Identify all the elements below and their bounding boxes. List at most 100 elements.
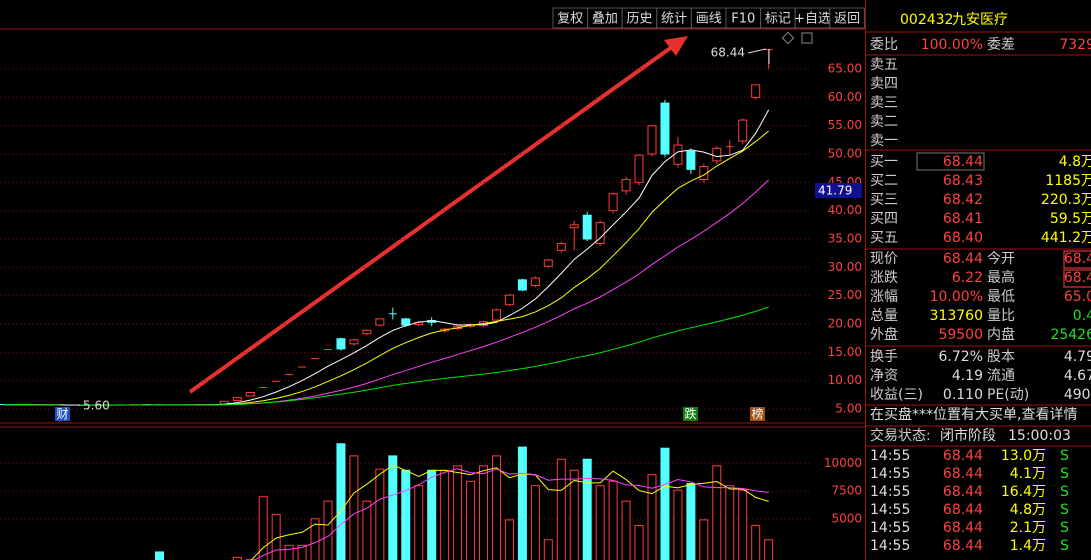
field-label: PE(动) [987, 387, 1029, 403]
candle-body [751, 84, 761, 98]
tick-time: 14:55 [870, 466, 910, 482]
candle-body [647, 125, 657, 155]
volume-bar [336, 443, 346, 560]
y-tick-label: 30.00 [828, 260, 862, 274]
y2-tick-label: 5000 [831, 511, 862, 525]
alert-message[interactable]: 在买盘***位置有大买单,查看详情 [870, 406, 1077, 423]
bid-volume: 220.3万 [1041, 192, 1091, 208]
volume-bar [258, 496, 268, 560]
trend-arrow [188, 42, 678, 394]
candle-body [686, 150, 696, 170]
event-marker-box[interactable] [683, 407, 698, 421]
volume-bar [440, 469, 450, 560]
value-box [1063, 250, 1091, 269]
volume-bar [310, 518, 320, 560]
toolbar-button-label[interactable]: 复权 [557, 11, 583, 27]
y-tick-label: 65.00 [828, 62, 862, 76]
cursor-price-box [815, 183, 862, 198]
field-value: 4.79 [1064, 349, 1091, 365]
tick-side: S [1060, 502, 1069, 518]
volume-bar [323, 500, 333, 560]
field-label: 内盘 [987, 326, 1015, 343]
bid-volume: 1185万 [1045, 173, 1091, 189]
volume-bar [647, 474, 657, 560]
tick-price: 68.44 [943, 484, 983, 500]
tick-time: 14:55 [870, 538, 910, 554]
status-label: 交易状态: [870, 427, 931, 444]
moving-average [3, 306, 769, 406]
toolbar-button-label[interactable]: 返回 [834, 12, 860, 27]
volume-bar [491, 455, 501, 560]
tick-volume: 2.1万 [1010, 520, 1046, 536]
volume-moving-average [253, 468, 769, 560]
volume-bar [699, 519, 709, 560]
tick-volume: 13.0万 [1001, 448, 1046, 464]
toolbar-button-label[interactable]: 统计 [661, 12, 687, 27]
tick-side: S [1060, 538, 1069, 554]
field-label: 总量 [870, 308, 898, 324]
candle-body [569, 224, 579, 229]
event-marker-box[interactable] [55, 407, 70, 421]
toolbar-button-label[interactable]: 画线 [696, 12, 722, 27]
field-value: 4.19 [952, 368, 983, 384]
cursor-price: 41.79 [818, 184, 852, 198]
volume-bar [621, 500, 631, 560]
y-tick-label: 55.00 [828, 118, 862, 132]
y-tick-label: 40.00 [828, 203, 862, 217]
toolbar-button-label[interactable]: +自选 [794, 12, 831, 27]
toolbar-button-label[interactable]: 历史 [626, 12, 652, 27]
volume-bar [349, 455, 359, 560]
field-value: 68.4 [1064, 270, 1091, 286]
field-value: 59500 [938, 327, 983, 343]
y-tick-label: 10.00 [828, 373, 862, 387]
sell-level-label: 卖一 [870, 133, 898, 149]
candle-body [491, 309, 501, 321]
field-label: 流通 [987, 368, 1015, 384]
y2-tick-label: 7500 [831, 484, 862, 498]
event-marker[interactable]: 榜 [751, 406, 763, 421]
tick-volume: 16.4万 [1001, 484, 1046, 500]
bid-price: 68.44 [943, 154, 983, 170]
volume-bar [543, 539, 553, 560]
field-label: 委差 [987, 37, 1015, 53]
buy-level-label: 买二 [870, 173, 898, 189]
event-marker[interactable]: 财 [56, 407, 68, 421]
field-label: 涨跌 [870, 270, 898, 286]
icon[interactable] [801, 32, 813, 44]
icon[interactable] [781, 31, 795, 45]
field-value: 490. [1064, 387, 1091, 403]
sell-level-label: 卖三 [870, 95, 898, 111]
volume-bar [232, 556, 242, 560]
tick-price: 68.44 [943, 520, 983, 536]
candle-body [349, 339, 359, 345]
toolbar-button-label[interactable]: F10 [731, 12, 755, 27]
tick-price: 68.44 [943, 538, 983, 554]
toolbar-button-label[interactable]: 叠加 [592, 12, 618, 27]
event-marker-box[interactable] [750, 407, 765, 421]
field-label: 今开 [987, 251, 1015, 267]
moving-average [3, 130, 769, 406]
field-value: 68.4 [1064, 251, 1091, 267]
field-value: 6.72% [939, 349, 983, 365]
volume-bar [764, 539, 774, 560]
field-label: 量比 [987, 308, 1015, 324]
event-marker[interactable]: 跌 [684, 406, 696, 421]
tick-volume: 4.8万 [1010, 502, 1046, 518]
tick-side: S [1060, 484, 1069, 500]
field-value: 6.22 [952, 270, 983, 286]
volume-moving-average [250, 464, 769, 560]
volume-bar [388, 455, 398, 560]
candle-body [608, 193, 618, 212]
field-value: 313760 [930, 308, 983, 324]
candle-body [556, 243, 566, 251]
field-value: 65.0 [1064, 289, 1091, 305]
field-label: 现价 [870, 251, 898, 267]
tick-side: S [1060, 466, 1069, 482]
toolbar-button-label[interactable]: 标记 [765, 12, 791, 27]
buy-level-label: 买五 [870, 230, 898, 246]
toolbar-button[interactable] [829, 7, 865, 29]
candle-body [336, 338, 346, 350]
candle-body [504, 294, 514, 306]
